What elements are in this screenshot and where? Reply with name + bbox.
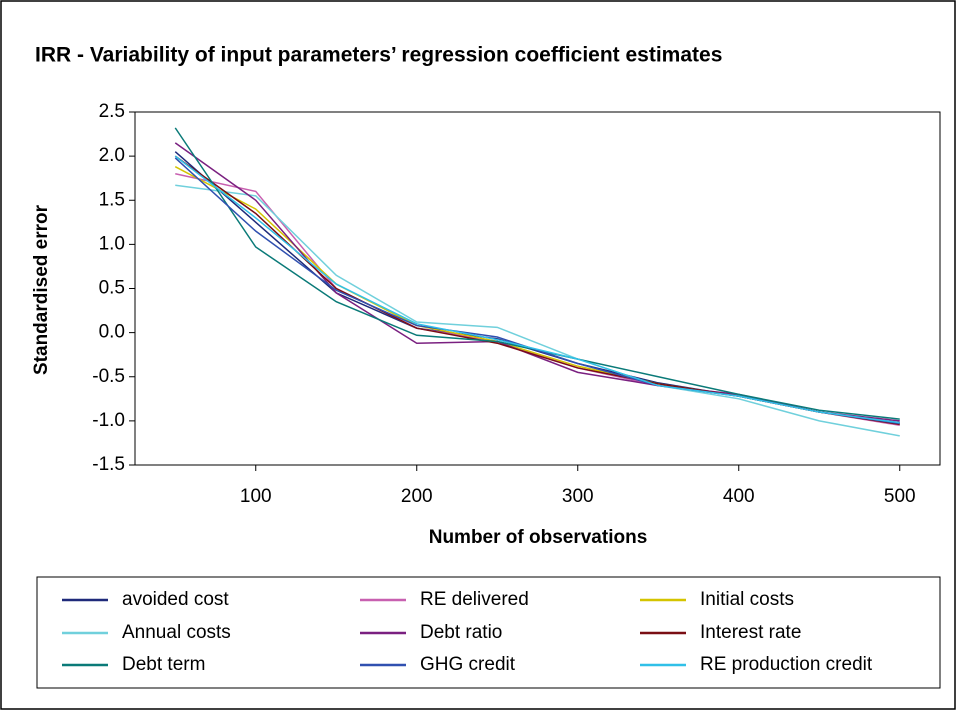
legend-label: avoided cost	[122, 589, 229, 610]
x-tick-label: 400	[723, 486, 755, 507]
y-tick-label: 2.0	[99, 145, 125, 166]
legend-label: RE production credit	[700, 654, 873, 675]
legend-label: Initial costs	[700, 589, 794, 610]
legend-label: Debt ratio	[420, 622, 502, 643]
legend-label: Interest rate	[700, 622, 801, 643]
y-tick-label: 0.5	[99, 278, 125, 299]
y-tick-label: -1.5	[92, 454, 125, 475]
x-axis-title: Number of observations	[429, 527, 648, 548]
y-tick-label: 2.5	[99, 101, 125, 122]
chart-title: IRR - Variability of input parameters’ r…	[35, 44, 722, 67]
y-axis-title: Standardised error	[31, 204, 52, 375]
legend-label: Annual costs	[122, 622, 231, 643]
y-tick-label: 1.5	[99, 189, 125, 210]
legend-label: Debt term	[122, 654, 205, 675]
series-line	[175, 184, 900, 437]
series-line	[174, 142, 900, 422]
x-tick-label: 100	[240, 486, 272, 507]
x-tick-label: 200	[401, 486, 433, 507]
legend	[36, 576, 941, 689]
y-tick-label: 0.0	[99, 322, 125, 343]
y-tick-label: 1.0	[99, 233, 125, 254]
series-line	[174, 155, 900, 424]
x-tick-label: 500	[884, 486, 916, 507]
legend-label: GHG credit	[420, 654, 516, 675]
legend-label: RE delivered	[420, 589, 529, 610]
y-tick-label: -0.5	[92, 366, 125, 387]
y-tick-label: -1.0	[92, 410, 125, 431]
x-tick-label: 300	[562, 486, 594, 507]
